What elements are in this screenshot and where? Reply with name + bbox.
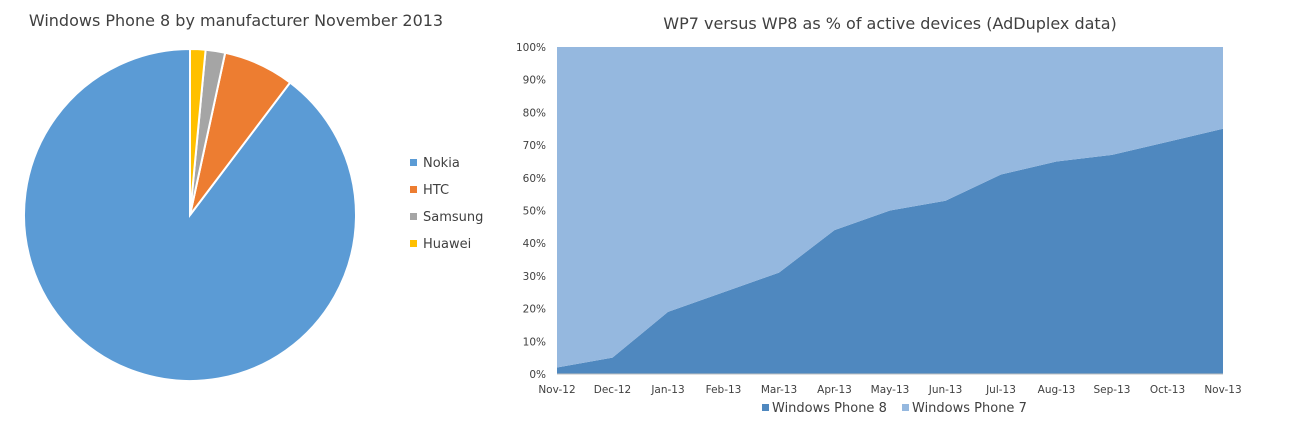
pie-chart-title: Windows Phone 8 by manufacturer November…: [29, 11, 443, 30]
y-tick-label: 100%: [516, 42, 546, 54]
pie-legend: Nokia HTC Samsung Huawei: [410, 156, 483, 252]
x-tick-label: Jan-13: [650, 384, 684, 396]
area-chart-title: WP7 versus WP8 as % of active devices (A…: [663, 14, 1117, 33]
y-tick-label: 10%: [523, 336, 546, 348]
legend-label-windows-phone-8: Windows Phone 8: [772, 401, 887, 416]
x-tick-label: Dec-12: [594, 384, 631, 396]
pie-chart: Windows Phone 8 by manufacturer November…: [23, 11, 483, 382]
pie-slices: [23, 47, 357, 382]
legend-swatch-samsung: [410, 213, 417, 220]
legend-label-nokia: Nokia: [423, 156, 460, 171]
legend-swatch-nokia: [410, 159, 417, 166]
y-tick-label: 50%: [523, 206, 546, 218]
y-tick-label: 70%: [523, 140, 546, 152]
legend-label-htc: HTC: [423, 183, 449, 198]
x-tick-label: Jul-13: [985, 384, 1016, 396]
legend-label-windows-phone-7: Windows Phone 7: [912, 401, 1027, 416]
x-tick-label: Oct-13: [1150, 384, 1185, 396]
legend-swatch-windows-phone-8: [762, 404, 769, 411]
area-series: [557, 47, 1223, 375]
legend-swatch-windows-phone-7: [902, 404, 909, 411]
y-tick-label: 40%: [523, 238, 546, 250]
x-tick-label: Jun-13: [928, 384, 963, 396]
legend-label-huawei: Huawei: [423, 237, 471, 252]
x-tick-label: Aug-13: [1038, 384, 1076, 396]
area-chart-panel: WP7 versus WP8 as % of active devices (A…: [500, 0, 1295, 444]
x-tick-label: May-13: [871, 384, 910, 396]
legend-label-samsung: Samsung: [423, 210, 483, 225]
area-series-windows-phone-7: [557, 47, 1223, 368]
x-tick-label: Nov-13: [1204, 384, 1241, 396]
y-axis-ticks: 0% 10% 20% 30% 40% 50% 60% 70% 80% 90% 100%: [516, 42, 546, 381]
x-tick-label: Apr-13: [817, 384, 852, 396]
area-series-windows-phone-8: [557, 128, 1223, 374]
y-tick-label: 30%: [523, 271, 546, 283]
area-legend: Windows Phone 8 Windows Phone 7: [762, 401, 1027, 416]
y-tick-label: 60%: [523, 173, 546, 185]
y-tick-label: 0%: [529, 369, 546, 381]
x-tick-label: Sep-13: [1094, 384, 1131, 396]
x-tick-label: Feb-13: [706, 384, 742, 396]
y-tick-label: 20%: [523, 304, 546, 316]
legend-swatch-htc: [410, 186, 417, 193]
x-tick-label: Mar-13: [761, 384, 797, 396]
x-axis-ticks: Nov-12 Dec-12 Jan-13 Feb-13 Mar-13 Apr-13 May-…: [538, 384, 1241, 396]
pie-slice-huawei: [189, 47, 207, 216]
legend-swatch-huawei: [410, 240, 417, 247]
y-tick-label: 80%: [523, 107, 546, 119]
y-tick-label: 90%: [523, 75, 546, 87]
pie-chart-panel: Windows Phone 8 by manufacturer November…: [0, 0, 500, 444]
area-chart: WP7 versus WP8 as % of active devices (A…: [516, 14, 1242, 416]
x-tick-label: Nov-12: [538, 384, 575, 396]
